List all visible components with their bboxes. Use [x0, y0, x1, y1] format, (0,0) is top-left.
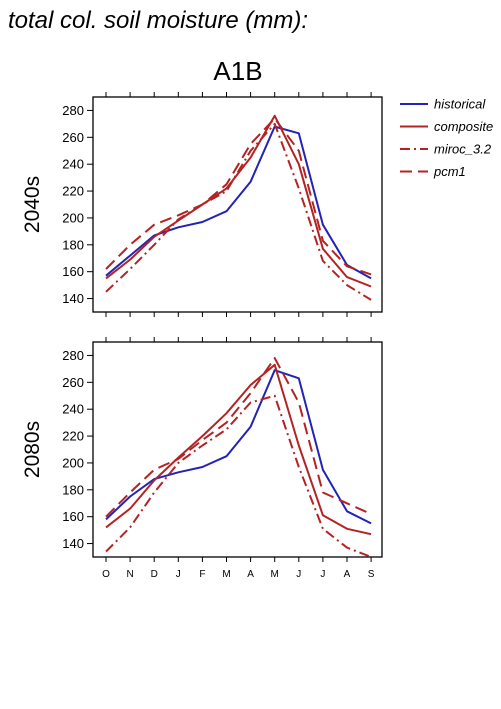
y-tick-label: 260: [62, 375, 84, 390]
legend-item-miroc-3-2: miroc_3.2: [400, 142, 492, 157]
y-tick-label: 220: [62, 184, 84, 199]
x-tick-label: M: [222, 569, 230, 580]
legend-label: pcm1: [433, 164, 466, 179]
series-line-composite: [105, 114, 372, 288]
series-line-miroc-3-2: [105, 122, 372, 301]
legend-label: historical: [434, 97, 486, 112]
y-tick-label: 200: [62, 455, 84, 470]
chart-legend: historical composite miroc_3.2 pcm1: [400, 97, 493, 179]
panel-2080s: 140 160 180 200 220 240 260 280 O N D J F M A M J J A S 2080…: [21, 337, 383, 580]
series-line-composite: [105, 363, 372, 536]
legend-item-historical: historical: [400, 97, 486, 112]
chart-panels: 140 160 180 200 220 240 260 280 2040s 140 160 180 20…: [21, 92, 383, 580]
y-tick-label: 160: [62, 509, 84, 524]
y-tick-label: 260: [62, 130, 84, 145]
y-tick-label: 160: [62, 264, 84, 279]
scenario-title: A1B: [213, 56, 262, 86]
y-tick-label: 280: [62, 348, 84, 363]
series-line-historical: [105, 125, 372, 280]
y-tick-label: 180: [62, 482, 84, 497]
legend-label: miroc_3.2: [434, 142, 492, 157]
x-tick-label: S: [368, 569, 375, 580]
x-tick-label: D: [151, 569, 158, 580]
legend-label: composite: [434, 119, 493, 134]
x-tick-label: A: [344, 569, 351, 580]
panel-2040s: 140 160 180 200 220 240 260 280 2040s: [21, 92, 383, 317]
y-tick-label: 180: [62, 237, 84, 252]
y-tick-label: 140: [62, 536, 84, 551]
x-tick-label: F: [199, 569, 205, 580]
legend-item-composite: composite: [400, 119, 493, 134]
y-tick-label: 280: [62, 103, 84, 118]
series-line-historical: [105, 369, 372, 525]
series-line-pcm1: [105, 117, 372, 276]
y-tick-label: 220: [62, 429, 84, 444]
series-line-pcm1: [105, 357, 372, 518]
y-tick-label: 240: [62, 157, 84, 172]
x-tick-label: J: [176, 569, 181, 580]
panel-label-2040s: 2040s: [21, 176, 44, 233]
plot-frame: [92, 96, 383, 313]
y-tick-label: 200: [62, 210, 84, 225]
plot-frame: [92, 341, 383, 558]
x-tick-label: M: [271, 569, 279, 580]
y-tick-label: 240: [62, 402, 84, 417]
series-line-miroc-3-2: [105, 394, 372, 558]
x-tick-label: O: [102, 569, 110, 580]
x-tick-label: J: [296, 569, 301, 580]
legend-item-pcm1: pcm1: [400, 164, 466, 179]
x-tick-label: J: [320, 569, 325, 580]
y-tick-label: 140: [62, 291, 84, 306]
x-tick-label: A: [247, 569, 254, 580]
x-tick-label: N: [126, 569, 133, 580]
figure-title: total col. soil moisture (mm):: [8, 7, 308, 34]
panel-label-2080s: 2080s: [21, 421, 44, 478]
